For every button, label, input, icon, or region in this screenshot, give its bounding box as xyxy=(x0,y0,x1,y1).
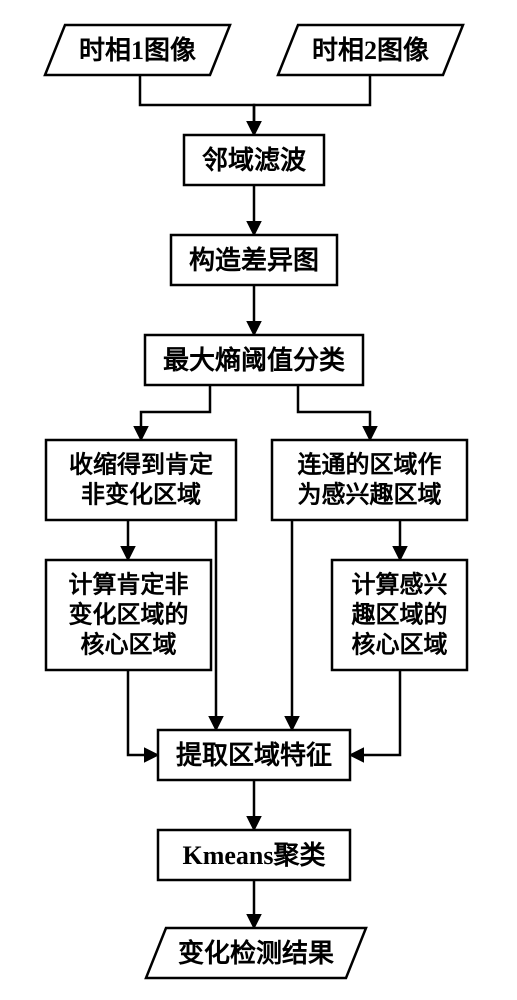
node-input1: 时相1图像 xyxy=(45,25,230,75)
node-core2-line2: 核心区域 xyxy=(352,631,448,659)
node-core2-line0: 计算感兴 xyxy=(352,571,448,599)
node-connect: 连通的区域作为感兴趣区域 xyxy=(272,440,467,520)
node-connect-line1: 为感兴趣区域 xyxy=(298,481,442,509)
node-kmeans: Kmeans聚类 xyxy=(158,830,350,880)
node-core1-line0: 计算肯定非 xyxy=(69,571,189,599)
edge-core1-extract xyxy=(128,670,158,755)
edge-input1-filter xyxy=(140,75,254,135)
node-shrink-line1: 非变化区域 xyxy=(81,481,201,509)
edge-input2-filter xyxy=(254,75,370,135)
node-result-label: 变化检测结果 xyxy=(178,938,334,968)
node-result: 变化检测结果 xyxy=(146,928,366,978)
node-entropy-label: 最大熵阈值分类 xyxy=(163,345,345,375)
node-input2-label: 时相2图像 xyxy=(312,36,430,65)
node-shrink: 收缩得到肯定非变化区域 xyxy=(46,440,236,520)
node-shrink-line0: 收缩得到肯定 xyxy=(69,451,213,479)
node-core1-line1: 变化区域的 xyxy=(69,601,189,629)
node-input2: 时相2图像 xyxy=(278,25,463,75)
node-entropy: 最大熵阈值分类 xyxy=(145,335,363,385)
node-filter-label: 邻域滤波 xyxy=(202,146,307,175)
edge-entropy-connect xyxy=(298,385,370,440)
node-extract-label: 提取区域特征 xyxy=(176,740,332,770)
node-core2: 计算感兴趣区域的核心区域 xyxy=(332,560,467,670)
node-diff-label: 构造差异图 xyxy=(189,245,319,275)
node-core2-line1: 趣区域的 xyxy=(351,601,448,629)
edge-core2-extract xyxy=(350,670,400,755)
edge-entropy-shrink xyxy=(141,385,210,440)
node-core1: 计算肯定非变化区域的核心区域 xyxy=(46,560,211,670)
node-filter: 邻域滤波 xyxy=(184,135,324,185)
node-core1-line2: 核心区域 xyxy=(81,631,177,659)
node-kmeans-label: Kmeans聚类 xyxy=(182,841,325,870)
node-extract: 提取区域特征 xyxy=(158,730,350,780)
node-diff: 构造差异图 xyxy=(171,235,337,285)
node-input1-label: 时相1图像 xyxy=(79,36,197,65)
node-connect-line0: 连通的区域作 xyxy=(298,451,442,479)
